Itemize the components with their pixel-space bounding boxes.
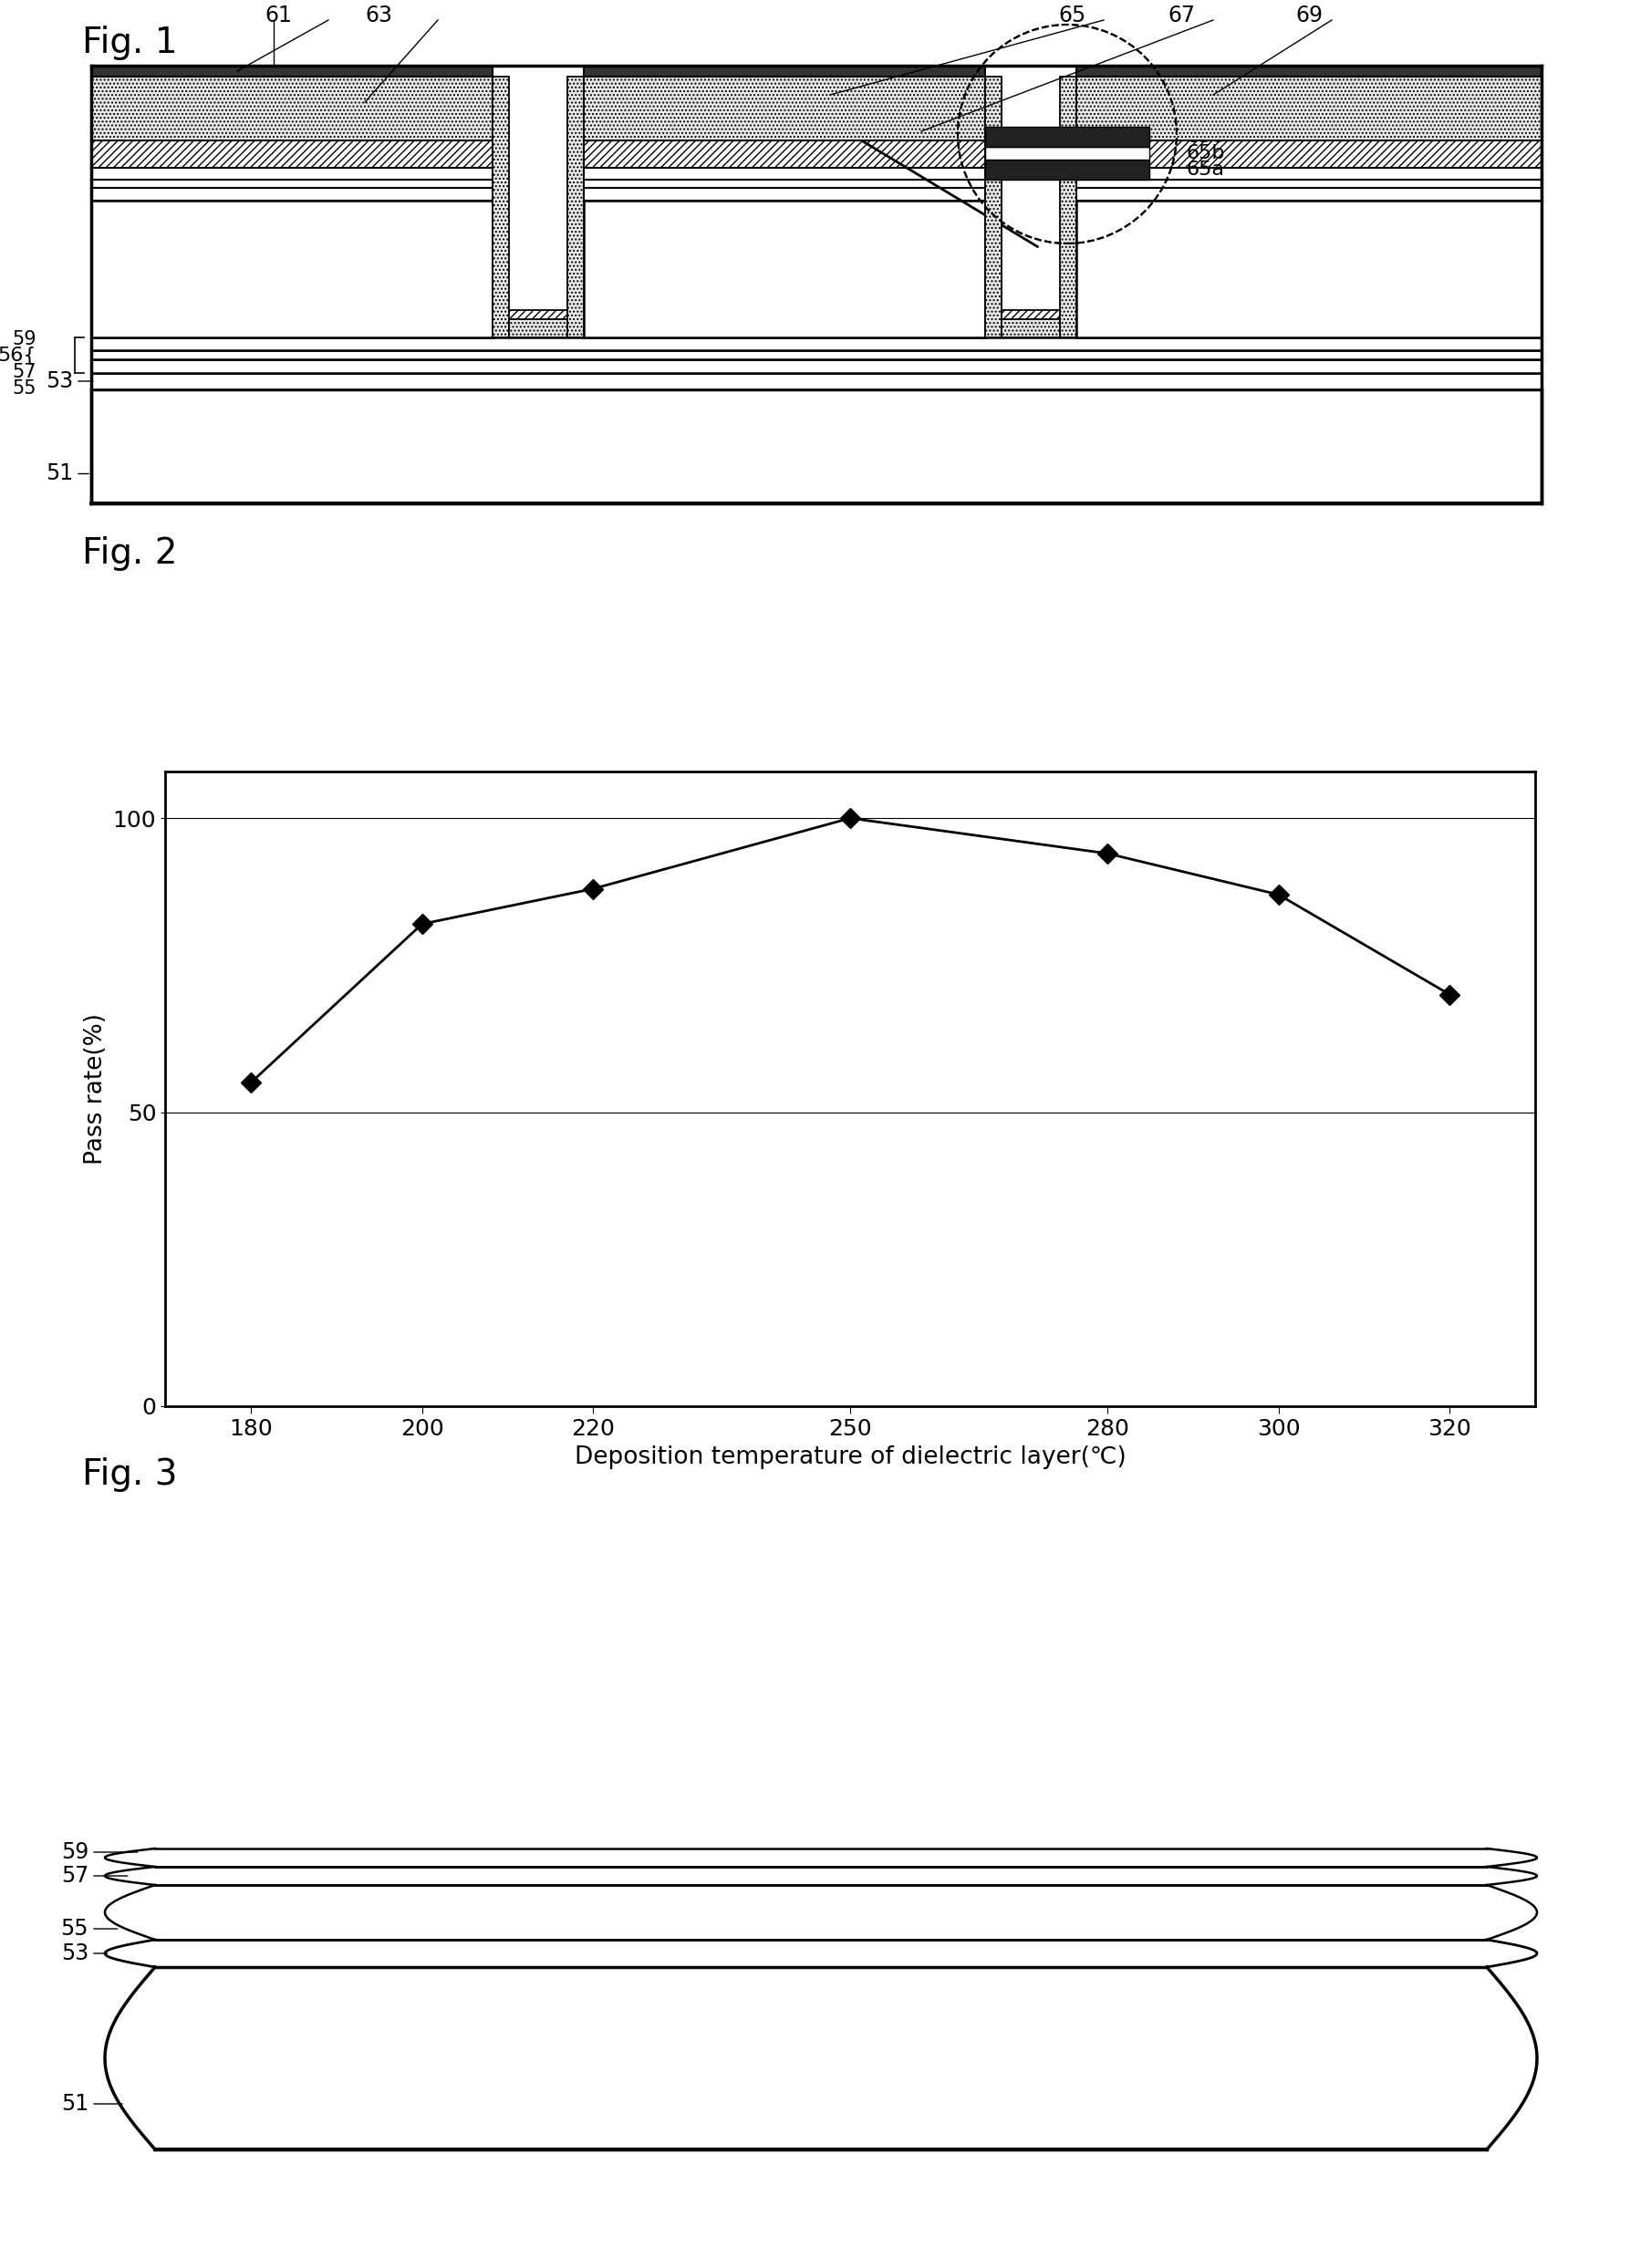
Bar: [91, 66, 492, 77]
Text: Fig. 3: Fig. 3: [83, 1458, 177, 1492]
Bar: [584, 168, 986, 179]
Bar: [1060, 77, 1076, 338]
Bar: [155, 1939, 1488, 1966]
Text: 59: 59: [12, 329, 36, 347]
Y-axis label: Pass rate(%): Pass rate(%): [84, 1014, 107, 1163]
Text: 53: 53: [61, 1941, 89, 1964]
Text: 56{: 56{: [0, 347, 36, 365]
Bar: [1065, 141, 1076, 338]
Bar: [1076, 66, 1542, 77]
Bar: [509, 320, 568, 338]
Bar: [584, 188, 986, 200]
Bar: [91, 188, 492, 200]
Text: Fig. 1: Fig. 1: [83, 25, 178, 61]
Text: 57: 57: [12, 363, 36, 381]
Bar: [504, 141, 573, 311]
Bar: [91, 390, 1542, 503]
Bar: [155, 1867, 1488, 1885]
Bar: [1076, 168, 1542, 179]
Bar: [492, 141, 504, 338]
Bar: [504, 311, 573, 338]
Bar: [492, 77, 509, 338]
Text: Fig. 2: Fig. 2: [83, 535, 177, 572]
Bar: [584, 141, 986, 168]
Text: 63: 63: [365, 5, 393, 27]
Bar: [584, 179, 986, 188]
Text: 67: 67: [1167, 5, 1195, 27]
Bar: [91, 358, 1542, 372]
Bar: [568, 77, 584, 338]
Text: 65c: 65c: [1185, 127, 1223, 145]
Bar: [986, 77, 1002, 338]
Bar: [1076, 141, 1542, 168]
Bar: [986, 147, 1149, 159]
Text: 65: 65: [1058, 5, 1086, 27]
Bar: [91, 338, 1542, 349]
Bar: [91, 349, 1542, 358]
Text: 65a: 65a: [1185, 161, 1223, 179]
Bar: [584, 66, 986, 77]
Text: 69: 69: [1296, 5, 1322, 27]
Bar: [1076, 77, 1542, 141]
Text: 57: 57: [61, 1864, 89, 1887]
Bar: [91, 77, 492, 141]
Bar: [1076, 188, 1542, 200]
Text: 65b: 65b: [1185, 145, 1225, 163]
Bar: [1002, 320, 1060, 338]
Bar: [584, 200, 986, 338]
Bar: [91, 200, 492, 338]
Text: 59: 59: [61, 1842, 89, 1862]
Bar: [1076, 179, 1542, 188]
Bar: [155, 1848, 1488, 1867]
Bar: [996, 311, 1065, 338]
Bar: [91, 179, 492, 188]
Bar: [986, 141, 996, 338]
Bar: [986, 159, 1149, 179]
Bar: [996, 141, 1065, 311]
Bar: [91, 141, 492, 168]
Text: 51: 51: [61, 2093, 89, 2114]
Bar: [986, 127, 1149, 147]
X-axis label: Deposition temperature of dielectric layer(℃): Deposition temperature of dielectric lay…: [575, 1445, 1126, 1470]
Bar: [584, 77, 986, 141]
Text: 53: 53: [45, 370, 73, 392]
Text: 51: 51: [46, 463, 73, 485]
Bar: [91, 372, 1542, 390]
Bar: [1076, 200, 1542, 338]
Bar: [155, 1885, 1488, 1939]
Bar: [573, 141, 584, 338]
Bar: [91, 168, 492, 179]
Text: 61: 61: [264, 5, 292, 27]
Text: 55: 55: [12, 379, 36, 397]
Bar: [155, 1966, 1488, 2150]
Text: 55: 55: [61, 1919, 89, 1939]
